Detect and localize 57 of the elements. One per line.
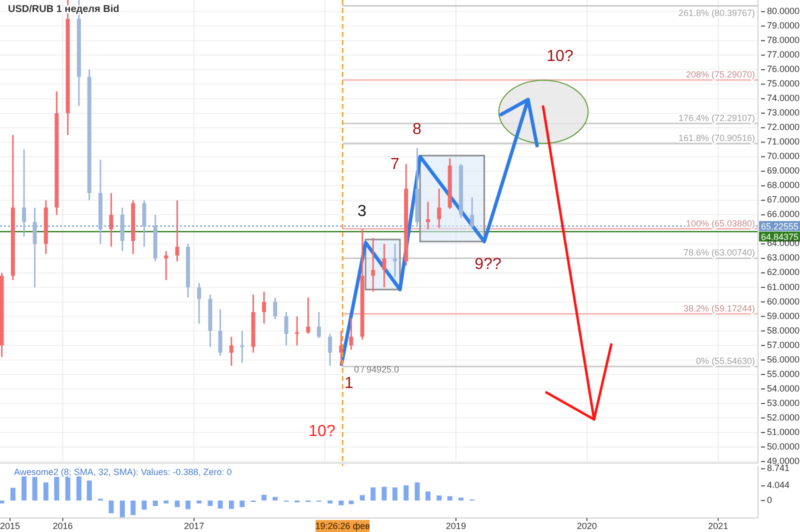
ref-line-label: 78.6% (63.00740): [683, 248, 755, 258]
y-tick-label: 74.0000: [767, 93, 800, 104]
y-tick-label: 67.0000: [767, 194, 800, 205]
y-tick-label: 55.0000: [767, 368, 800, 379]
x-tick-label: 2019: [446, 521, 466, 531]
y-tick-label: 62.0000: [767, 267, 800, 278]
x-tick-label: 2015: [0, 521, 20, 531]
annotation: 10?: [546, 48, 574, 66]
y-tick-label: 57.0000: [767, 340, 800, 350]
y-tick-label: 76.0000: [767, 64, 800, 74]
annotation: 3: [358, 203, 367, 220]
ref-line-label: 208% (75.29070): [686, 69, 755, 80]
x-tick-label: 2021: [708, 521, 728, 531]
y-tick-label: 79.0000: [767, 20, 800, 30]
y-tick-label: 68.0000: [767, 180, 800, 190]
y-tick-label: 78.0000: [767, 35, 800, 46]
y-tick-label: 0: [767, 494, 772, 505]
ref-line-label: 261.8% (80.39767): [678, 8, 755, 18]
annotation: 1: [344, 375, 354, 392]
x-tick-label: 2020: [576, 521, 597, 531]
annotation: 7: [390, 156, 400, 174]
y-tick-label: 51.0000: [767, 426, 800, 437]
y-tick-label: 59.0000: [767, 310, 800, 321]
ref-line-label: 0% (55.54630): [696, 356, 755, 366]
y-tick-label: 71.0000: [767, 136, 800, 147]
y-tick-label: 49.0000: [767, 456, 800, 466]
annotation: 0 / 94925.0: [354, 364, 400, 374]
ref-line-label: 65.22555: [761, 222, 799, 232]
ref-line-label: 100% (65.03880): [686, 218, 755, 228]
annotation: 8: [412, 121, 422, 138]
ref-line-label: 161.8% (70.90516): [678, 133, 755, 144]
x-tick-label: 2017: [184, 521, 204, 531]
y-tick-label: 8.741: [767, 463, 790, 474]
ref-line-label: 176.4% (72.29107): [678, 113, 755, 123]
ref-line-label: 38.2% (59.17244): [683, 303, 755, 314]
annotation: 9??: [474, 256, 502, 274]
y-tick-label: 63.0000: [767, 252, 800, 263]
y-tick-label: 72.0000: [767, 122, 800, 132]
y-tick-label: 75.0000: [767, 78, 800, 89]
annotation: 10?: [308, 423, 336, 440]
y-tick-label: 53.0000: [767, 398, 800, 408]
y-tick-label: 80.0000: [767, 6, 800, 16]
y-tick-label: 66.0000: [767, 209, 800, 220]
y-tick-label: 4.044: [767, 480, 790, 490]
y-tick-label: 54.0000: [767, 383, 800, 394]
ref-line-label: 19:26:26 фев: [315, 521, 370, 531]
x-tick-label: 2016: [52, 521, 73, 531]
y-tick-label: 61.0000: [767, 282, 800, 292]
y-tick-label: 60.0000: [767, 296, 800, 306]
y-tick-label: 70.0000: [767, 151, 800, 162]
y-tick-label: 52.0000: [767, 412, 800, 422]
y-tick-label: 50.0000: [767, 441, 800, 452]
y-tick-label: 77.0000: [767, 50, 800, 60]
y-tick-label: 73.0000: [767, 108, 800, 118]
y-tick-label: 56.0000: [767, 354, 800, 364]
y-tick-label: 69.0000: [767, 166, 800, 176]
y-tick-label: 58.0000: [767, 325, 800, 336]
